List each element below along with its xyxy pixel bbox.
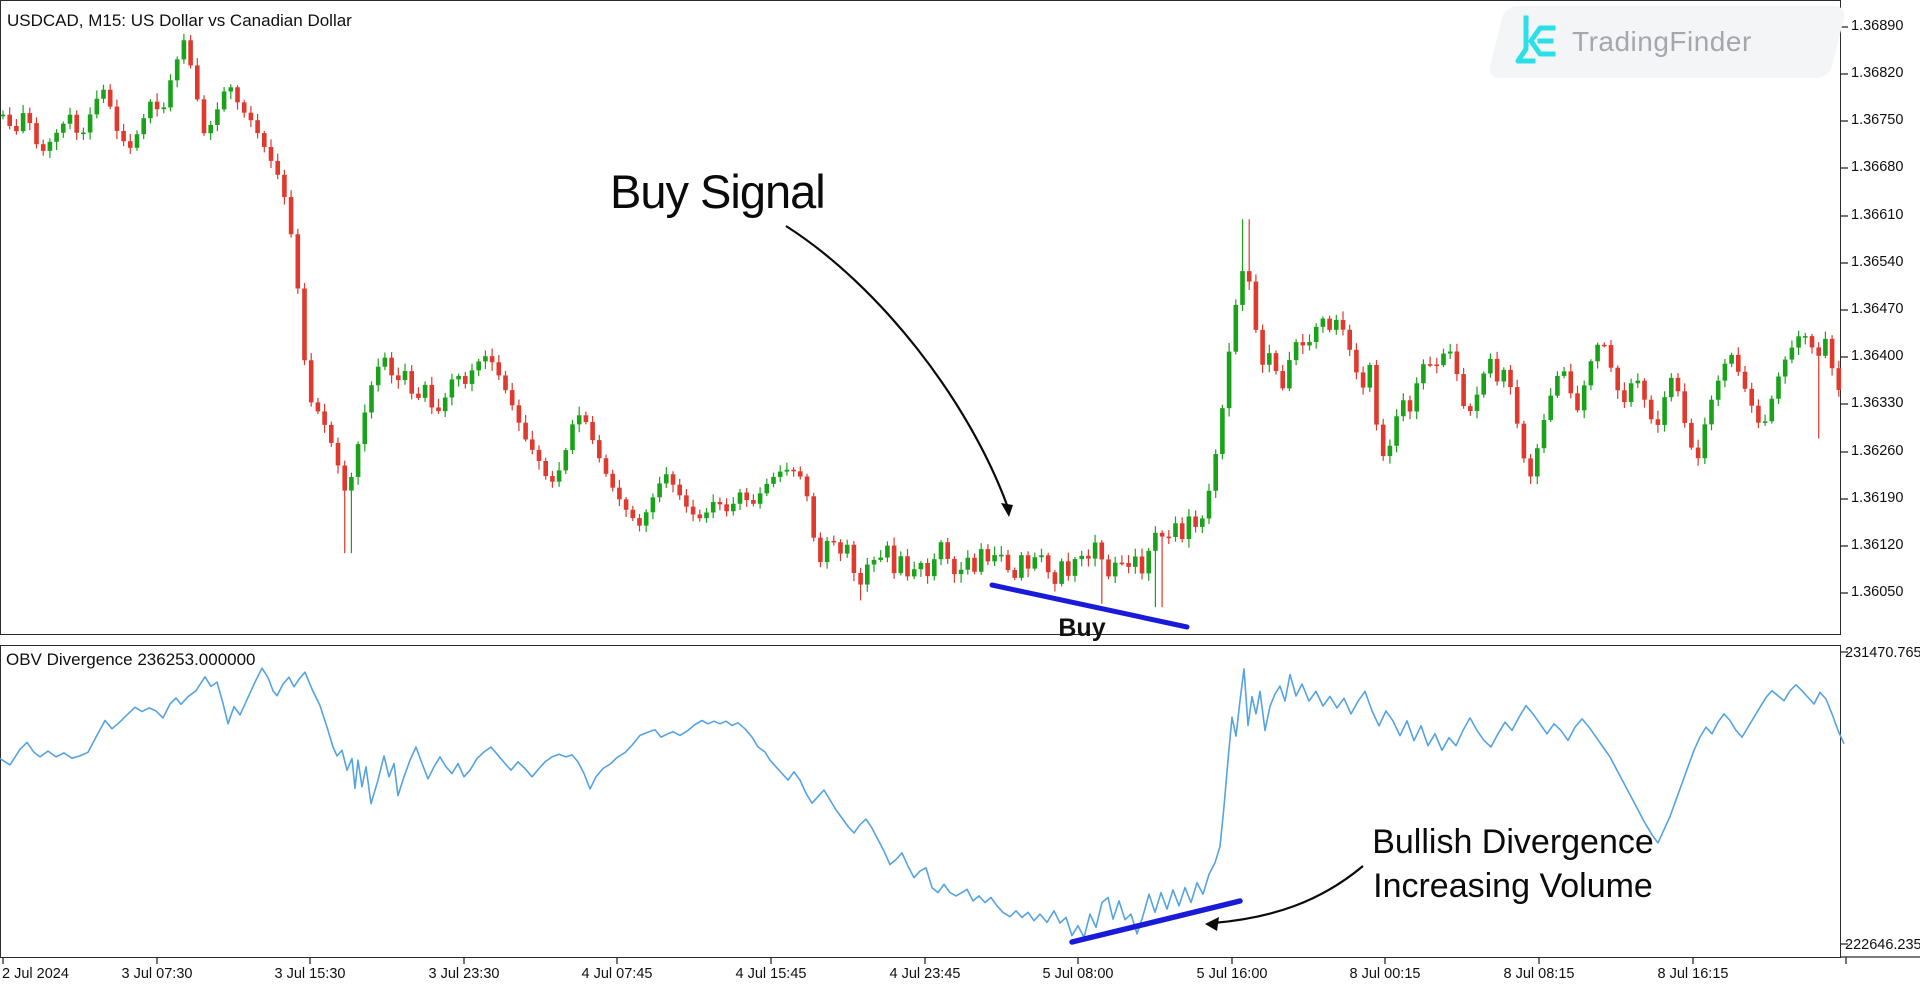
tradingfinder-logo-icon (1515, 15, 1556, 64)
price-tick-label: 1.36890 (1851, 18, 1904, 34)
time-tick-label: 4 Jul 07:45 (581, 966, 653, 982)
time-tick-label: 3 Jul 23:30 (428, 966, 500, 982)
obv-indicator-panel[interactable] (0, 645, 1841, 958)
time-tick-label: 4 Jul 15:45 (735, 966, 807, 982)
obv-panel-label: OBV Divergence 236253.000000 (6, 650, 256, 669)
price-tick-label: 1.36750 (1851, 112, 1904, 128)
price-tick-label: 1.36330 (1851, 395, 1904, 411)
time-tick-label: 8 Jul 00:15 (1349, 966, 1421, 982)
candles-group (0, 33, 1842, 608)
time-tick-label: 2 Jul 2024 (2, 966, 69, 982)
price-tick-label: 1.36540 (1851, 254, 1904, 270)
bullish-divergence-line2: Increasing Volume (1373, 867, 1653, 905)
price-tick-label: 1.36050 (1851, 584, 1904, 600)
bullish-divergence-line1: Bullish Divergence (1372, 823, 1654, 861)
time-tick-label: 8 Jul 08:15 (1503, 966, 1575, 982)
time-tick-label: 5 Jul 08:00 (1042, 966, 1114, 982)
buy-trendline-label[interactable]: Buy (1058, 614, 1106, 642)
price-tick-label: 1.36260 (1851, 443, 1904, 459)
price-tick-label: 1.36820 (1851, 65, 1904, 81)
logo-text: TradingFinder (1572, 26, 1752, 57)
price-panel[interactable] (0, 0, 1841, 635)
obv-tick-label: 222646.235 (1845, 937, 1920, 953)
tradingfinder-watermark: TradingFinder (1482, 6, 1847, 78)
time-tick-label: 3 Jul 15:30 (274, 966, 346, 982)
price-panel-title: USDCAD, M15: US Dollar vs Canadian Dolla… (7, 11, 352, 30)
price-tick-label: 1.36680 (1851, 159, 1904, 175)
buy-signal-arrow-head (1001, 503, 1013, 517)
buy-signal-annotation[interactable]: Buy Signal (610, 165, 826, 218)
buy-signal-arrow (785, 225, 1009, 506)
scales-group (2, 26, 1920, 964)
obv-divergence-trendline[interactable] (1069, 898, 1243, 945)
price-tick-label: 1.36190 (1851, 490, 1904, 506)
price-tick-label: 1.36400 (1851, 348, 1904, 364)
divergence-arrow (1212, 865, 1364, 925)
price-tick-label: 1.36120 (1851, 537, 1904, 553)
obv-tick-label: 231470.765 (1845, 645, 1920, 661)
bullish-divergence-annotation[interactable]: Bullish Divergence Increasing Volume (1330, 820, 1696, 908)
price-tick-label: 1.36470 (1851, 301, 1904, 317)
price-tick-label: 1.36610 (1851, 207, 1904, 223)
divergence-arrow-head (1205, 917, 1219, 931)
time-tick-label: 3 Jul 07:30 (121, 966, 193, 982)
time-tick-label: 8 Jul 16:15 (1657, 966, 1729, 982)
time-tick-label: 5 Jul 16:00 (1196, 966, 1268, 982)
time-tick-label: 4 Jul 23:45 (889, 966, 961, 982)
overlays-group (785, 225, 1364, 945)
buy-trendline[interactable] (989, 582, 1190, 630)
obv-line-group (0, 667, 1845, 939)
